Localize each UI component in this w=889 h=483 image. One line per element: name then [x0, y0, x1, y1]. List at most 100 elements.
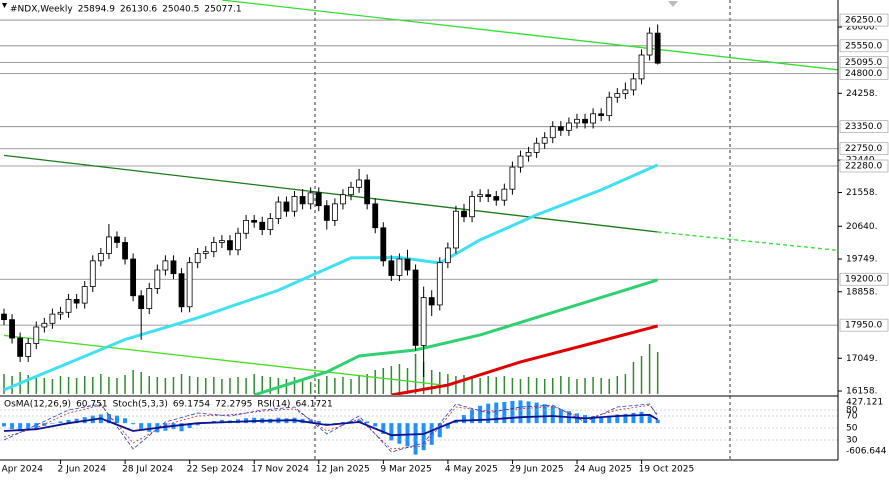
candle-body — [33, 326, 40, 344]
candle-body — [396, 258, 403, 276]
level-label-box — [839, 142, 889, 156]
candle-body — [235, 232, 241, 251]
level-label-box — [839, 13, 889, 27]
x-tick-label: 12 Jan 2025 — [316, 465, 370, 475]
candle-body — [549, 126, 556, 139]
candle-body — [65, 299, 72, 313]
candle-body — [138, 295, 145, 310]
level-label-box — [839, 159, 889, 173]
candle-body — [582, 118, 588, 124]
osma-bar — [591, 416, 596, 424]
candle-body — [372, 203, 379, 229]
candle-body — [49, 313, 56, 324]
candle-body — [340, 194, 346, 205]
level-label-box — [839, 120, 889, 133]
level-label-box — [839, 39, 889, 53]
candle-body — [436, 262, 443, 306]
osma-bar — [50, 423, 55, 424]
candle-body — [57, 311, 64, 315]
candle-body — [315, 192, 322, 207]
header-text: 72.2795 — [215, 400, 252, 410]
osma-bar — [373, 423, 378, 427]
osma-bar — [2, 423, 6, 427]
candle-body — [259, 221, 266, 230]
candle-body — [509, 166, 516, 190]
osma-bar — [58, 421, 63, 424]
candle-body — [17, 337, 24, 357]
osma-bar — [421, 423, 426, 451]
osma-bar — [365, 421, 370, 424]
y-tick-label: 26060. — [846, 23, 878, 33]
osma-bar — [131, 423, 136, 425]
candle-body — [89, 260, 96, 287]
candle-body — [388, 260, 395, 276]
candle-body — [444, 247, 451, 264]
candle-body — [307, 192, 314, 205]
level-label: 22280.0 — [845, 161, 882, 171]
osma-bar — [518, 400, 523, 424]
candle-body — [299, 196, 306, 205]
trendline — [221, 0, 838, 71]
header: #NDX,Weekly 25894.9 26130.6 25040.5 25077.1 O… — [2, 3, 333, 410]
osma-bar — [478, 405, 483, 424]
osma-bar — [340, 422, 345, 424]
x-tick-label: 22 Sep 2024 — [187, 465, 244, 475]
osma-bar — [623, 413, 628, 424]
candle-body — [566, 122, 572, 131]
level-label: 23350.0 — [845, 122, 882, 132]
y-tick-label: 21558. — [846, 188, 878, 198]
x-tick-label: 7 Apr 2024 — [0, 465, 43, 475]
osc-tick-label: 80 — [846, 406, 858, 416]
candle-body — [348, 186, 354, 196]
x-tick-label: 17 Nov 2024 — [251, 465, 309, 475]
osma-bar — [10, 423, 15, 430]
header-text: 64.1721 — [295, 400, 332, 410]
candle-body — [638, 54, 645, 80]
candle-body — [525, 151, 532, 157]
y-tick-label: 19749. — [846, 255, 878, 265]
osma-bar — [381, 423, 386, 434]
osma-bar — [437, 423, 442, 438]
level-label: 25550.0 — [845, 41, 882, 51]
osma-bar — [139, 423, 144, 430]
indicator-panel — [0, 400, 838, 455]
candle-body — [331, 203, 338, 221]
candle-body — [598, 113, 605, 117]
candle-body — [81, 286, 88, 304]
header-text: 26130.6 — [120, 5, 157, 15]
candle-body — [170, 260, 177, 275]
osma-bar — [179, 423, 184, 432]
header-arrow — [2, 3, 7, 8]
osma-bar — [106, 413, 111, 424]
header-text: 25040.5 — [162, 5, 199, 15]
candle-body — [622, 89, 629, 94]
osma-limit-label: 427.121 — [846, 398, 883, 408]
osma-bar — [195, 423, 200, 426]
osma-limit-label: -606.644 — [846, 447, 887, 457]
candle-body — [477, 194, 484, 197]
candle-body — [501, 188, 508, 201]
osma-bar — [647, 415, 652, 424]
osma-bar — [534, 402, 539, 424]
header-text: 25077.1 — [204, 5, 241, 15]
candle-body — [41, 322, 48, 328]
header-text: 60.751 — [76, 400, 108, 410]
y-tick-label: 18858. — [846, 287, 878, 297]
header-text: #NDX,Weekly — [10, 5, 73, 15]
candle-body — [243, 220, 250, 234]
x-tick-label: 28 Jul 2024 — [122, 465, 173, 475]
candle-body — [557, 126, 564, 131]
osma-bar — [42, 423, 47, 426]
osma-bar — [599, 417, 604, 424]
osma-bar — [123, 418, 128, 424]
level-label-box — [839, 272, 889, 286]
osma-bar — [413, 423, 418, 455]
osma-bar — [639, 411, 644, 424]
osma-bar — [655, 419, 660, 424]
rsi-line — [3, 413, 659, 437]
candle-body — [25, 343, 32, 357]
level-label: 26250.0 — [845, 16, 882, 26]
level-label: 24800.0 — [845, 69, 882, 79]
candle-body — [154, 269, 161, 289]
